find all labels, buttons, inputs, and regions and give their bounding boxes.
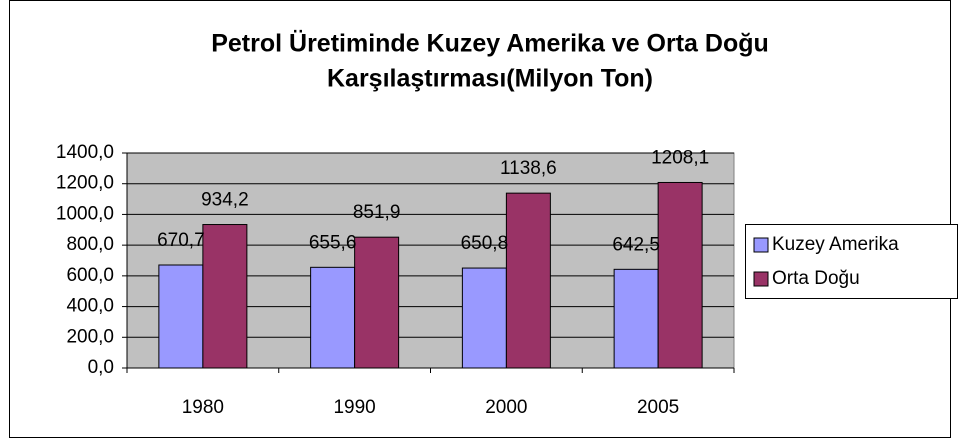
x-tick-label: 1990 — [333, 397, 375, 418]
y-tick-label: 0,0 — [88, 357, 114, 378]
y-tick-label: 1200,0 — [56, 173, 114, 194]
legend-label: Orta Doğu — [772, 268, 860, 289]
bar — [158, 264, 204, 369]
chart-title: Petrol Üretiminde Kuzey Amerika ve Orta … — [211, 29, 769, 58]
data-label: 851,9 — [353, 202, 401, 223]
bar — [202, 224, 248, 369]
data-label: 670,7 — [157, 230, 205, 251]
bar — [613, 268, 659, 369]
legend-swatch — [753, 237, 769, 253]
bar — [354, 236, 400, 369]
y-tick-label: 600,0 — [66, 265, 114, 286]
data-label: 655,6 — [309, 232, 357, 253]
bar — [310, 266, 356, 369]
bar — [505, 192, 551, 369]
legend-swatch — [753, 271, 769, 287]
x-tick-label: 1980 — [182, 397, 224, 418]
chart-title: Karşılaştırması(Milyon Ton) — [327, 65, 653, 93]
bar — [461, 267, 507, 369]
data-label: 1208,1 — [651, 147, 709, 168]
y-tick-label: 800,0 — [66, 234, 114, 255]
data-label: 934,2 — [201, 190, 249, 211]
x-tick-label: 2000 — [485, 397, 527, 418]
y-tick-label: 400,0 — [66, 296, 114, 317]
legend-box — [745, 224, 958, 299]
y-tick-label: 1000,0 — [56, 203, 114, 224]
bar — [657, 181, 703, 369]
data-label: 642,5 — [612, 234, 660, 255]
y-tick-label: 200,0 — [66, 326, 114, 347]
x-tick-label: 2005 — [637, 397, 679, 418]
data-label: 650,8 — [461, 233, 509, 254]
y-tick-label: 1400,0 — [56, 142, 114, 163]
data-label: 1138,6 — [500, 158, 557, 179]
legend-label: Kuzey Amerika — [772, 234, 899, 255]
